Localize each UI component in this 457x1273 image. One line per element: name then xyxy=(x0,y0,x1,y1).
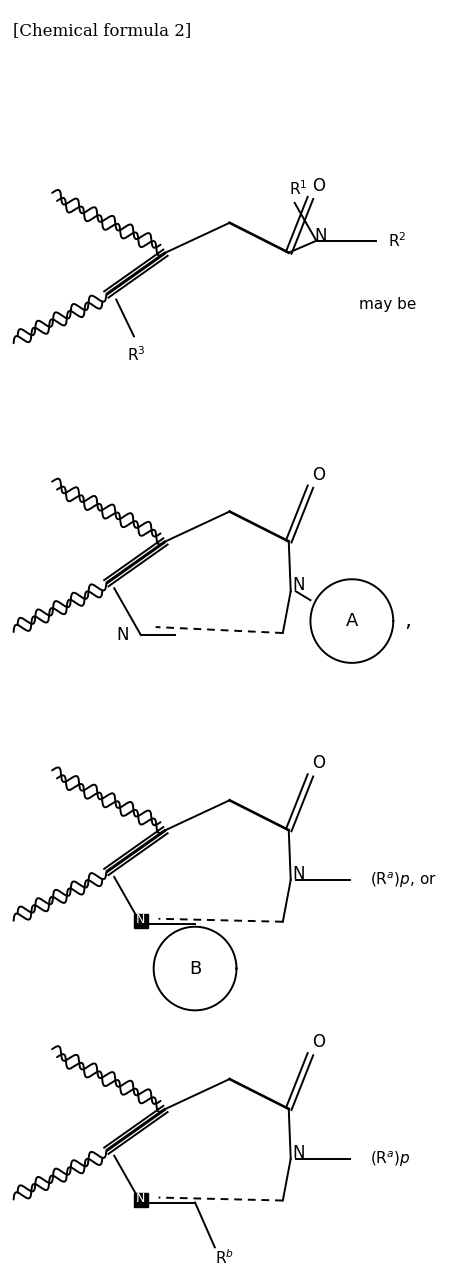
Text: O: O xyxy=(312,177,325,195)
Text: R$^{1}$: R$^{1}$ xyxy=(289,179,308,199)
Text: (R$^{a}$)$p$, or: (R$^{a}$)$p$, or xyxy=(370,871,436,890)
Text: N: N xyxy=(117,626,129,644)
Text: ,: , xyxy=(404,611,412,631)
Text: O: O xyxy=(312,755,325,773)
Text: R$^{2}$: R$^{2}$ xyxy=(388,232,406,250)
FancyBboxPatch shape xyxy=(134,914,148,928)
Text: N: N xyxy=(136,1192,145,1204)
Text: O: O xyxy=(312,1034,325,1051)
Text: N: N xyxy=(292,577,305,594)
Text: R$^{b}$: R$^{b}$ xyxy=(215,1248,234,1267)
Text: N: N xyxy=(292,1143,305,1162)
Text: B: B xyxy=(189,960,201,978)
Text: (R$^{a}$)$p$: (R$^{a}$)$p$ xyxy=(370,1150,410,1169)
Text: N: N xyxy=(314,227,327,244)
Text: may be: may be xyxy=(359,297,416,312)
Text: N: N xyxy=(292,864,305,883)
FancyBboxPatch shape xyxy=(134,1193,148,1207)
Text: N: N xyxy=(136,913,145,925)
Text: R$^{3}$: R$^{3}$ xyxy=(127,345,145,364)
Text: A: A xyxy=(345,612,358,630)
Text: O: O xyxy=(312,466,325,484)
Text: [Chemical formula 2]: [Chemical formula 2] xyxy=(13,22,191,39)
